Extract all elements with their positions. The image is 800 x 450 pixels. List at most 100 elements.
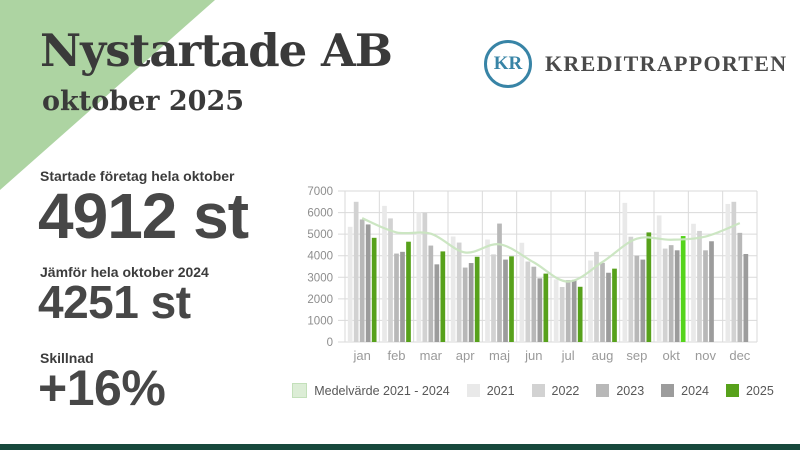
page-title: Nystartade AB xyxy=(40,24,393,77)
footer-bar-decoration xyxy=(0,444,800,450)
bar-2021-jan xyxy=(347,226,353,342)
bar-2024-jun xyxy=(537,278,543,342)
bar-2024-jan xyxy=(365,224,371,342)
month-label-okt: okt xyxy=(662,348,680,363)
month-label-maj: maj xyxy=(489,348,510,363)
month-label-dec: dec xyxy=(729,348,750,363)
bar-2023-mar xyxy=(428,245,434,342)
y-tick-label: 1000 xyxy=(307,315,333,327)
bar-2025-okt xyxy=(680,236,686,342)
legend-2024-swatch xyxy=(661,384,675,397)
legend-2022-label: 2022 xyxy=(551,383,580,398)
bar-2023-jan xyxy=(359,219,365,342)
bar-2023-nov xyxy=(703,250,708,342)
bar-2023-feb xyxy=(394,253,399,342)
legend-2022: 2022 xyxy=(531,383,580,398)
y-tick-label: 7000 xyxy=(307,186,333,198)
stat-difference-value: +16% xyxy=(38,360,166,416)
legend-2021-swatch xyxy=(466,384,480,397)
month-label-aug: aug xyxy=(592,348,614,363)
page-subtitle: oktober 2025 xyxy=(42,86,245,117)
bar-2021-aug xyxy=(588,260,593,342)
bar-2025-aug xyxy=(612,268,617,342)
legend-2024-label: 2024 xyxy=(681,383,709,398)
y-tick-label: 5000 xyxy=(307,229,333,241)
legend-2024: 2024 xyxy=(661,384,709,398)
bar-2021-jun xyxy=(519,242,525,342)
bar-2025-feb xyxy=(406,241,411,342)
bar-2023-maj xyxy=(497,223,502,342)
bar-2022-mar xyxy=(422,212,428,342)
month-label-feb: feb xyxy=(387,348,405,363)
legend-2025: 2025 xyxy=(725,383,774,398)
y-tick-label: 6000 xyxy=(307,208,333,220)
legend-2021: 2021 xyxy=(466,383,515,398)
legend-2023-label: 2023 xyxy=(616,383,645,398)
bar-2025-jun xyxy=(543,273,549,342)
kreditrapporten-logo: KR KREDITRAPPORTEN xyxy=(484,40,787,88)
stat-started-label: Startade företag hela oktober xyxy=(40,168,235,184)
bar-2021-feb xyxy=(382,205,387,342)
legend-2025-label: 2025 xyxy=(745,383,774,398)
bar-2024-maj xyxy=(503,259,508,342)
y-tick-label: 3000 xyxy=(307,272,333,284)
logo-wordmark: KREDITRAPPORTEN xyxy=(545,51,788,76)
stat-started-value: 4912 st xyxy=(38,180,249,252)
bar-2022-jul xyxy=(559,286,565,342)
average-line xyxy=(361,217,741,283)
legend-2021-label: 2021 xyxy=(486,383,515,398)
y-tick-label: 4000 xyxy=(307,251,333,263)
legend-2023: 2023 xyxy=(596,384,644,398)
bar-2021-sep xyxy=(622,202,628,342)
y-tick-label: 2000 xyxy=(307,294,333,306)
bar-2021-maj xyxy=(485,239,490,342)
stat-difference-label: Skillnad xyxy=(40,350,94,366)
bar-2025-apr xyxy=(474,256,480,342)
bar-2024-feb xyxy=(400,251,405,342)
bar-2023-aug xyxy=(600,262,605,342)
y-tick-label: 0 xyxy=(327,337,333,349)
bar-2024-sep xyxy=(640,259,646,342)
month-label-nov: nov xyxy=(695,348,716,363)
bar-2023-jul xyxy=(565,280,571,342)
bar-2021-dec xyxy=(725,203,731,342)
bar-2024-aug xyxy=(606,272,611,342)
bar-2024-nov xyxy=(709,241,714,342)
bar-2023-apr xyxy=(462,267,468,342)
legend-average-label: Medelvärde 2021 - 2024 xyxy=(314,383,450,398)
legend-2025-swatch xyxy=(725,384,739,397)
bar-2022-jan xyxy=(353,201,359,342)
bar-2025-jan xyxy=(371,237,377,342)
bar-2024-apr xyxy=(468,263,474,342)
bar-2022-aug xyxy=(594,251,599,342)
bar-2025-jul xyxy=(577,286,583,342)
bar-2024-okt xyxy=(674,250,680,342)
bar-2021-okt xyxy=(656,215,662,342)
monthly-bar-chart: 0 1000 2000 3000 4000 5000 6000 7000 jan feb mar ap… xyxy=(297,172,769,377)
month-label-apr: apr xyxy=(456,348,475,363)
bar-2022-okt xyxy=(662,248,668,342)
bar-2023-sep xyxy=(634,255,640,342)
legend-2022-swatch xyxy=(531,384,545,397)
bar-2023-okt xyxy=(668,245,674,342)
bar-2021-nov xyxy=(691,223,696,342)
bar-2022-feb xyxy=(388,218,393,342)
bar-2021-apr xyxy=(450,236,456,342)
bar-2024-jul xyxy=(571,279,577,342)
bar-2025-sep xyxy=(646,232,652,342)
chart-legend: Medelvärde 2021 - 2024 2021 2022 2023 2024 20… xyxy=(292,383,774,398)
bar-2025-maj xyxy=(509,256,514,342)
bar-2022-maj xyxy=(491,254,496,342)
bar-2022-dec xyxy=(731,201,737,342)
bar-2022-jun xyxy=(525,261,531,342)
stat-compare-value: 4251 st xyxy=(38,276,191,328)
logo-monogram-icon: KR xyxy=(484,40,532,88)
month-label-jul: jul xyxy=(561,348,575,363)
bar-2021-mar xyxy=(416,212,422,342)
bar-2024-dec xyxy=(743,253,749,342)
bar-2022-apr xyxy=(456,242,462,342)
legend-average: Medelvärde 2021 - 2024 xyxy=(292,383,450,398)
bar-2021-jul xyxy=(553,279,559,342)
bar-2023-jun xyxy=(531,266,537,342)
